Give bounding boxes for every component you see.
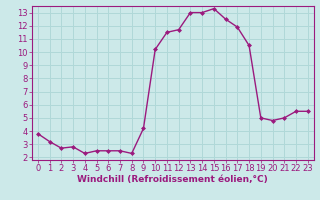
X-axis label: Windchill (Refroidissement éolien,°C): Windchill (Refroidissement éolien,°C) bbox=[77, 175, 268, 184]
